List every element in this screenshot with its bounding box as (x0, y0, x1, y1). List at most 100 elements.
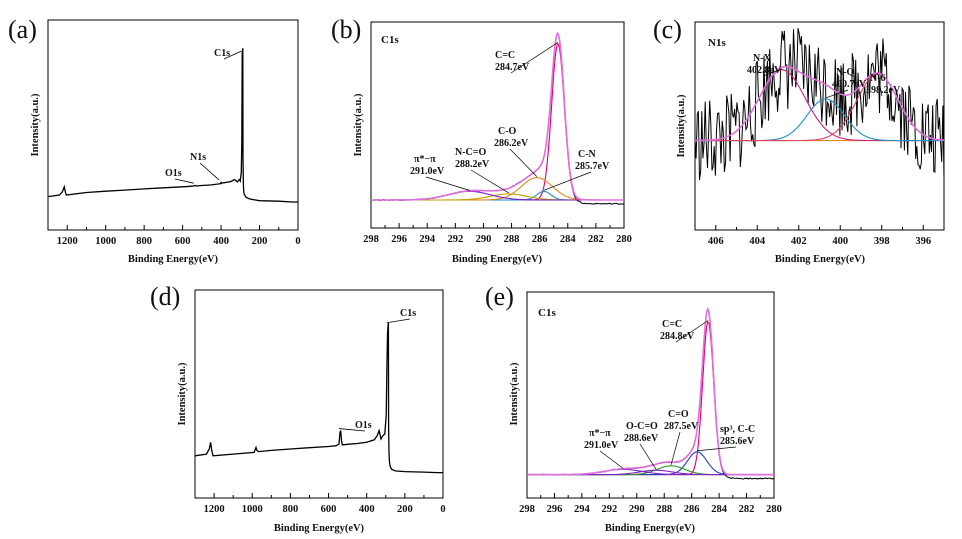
fit-curves (694, 28, 945, 181)
x-ticks: 298 296 294 292 290 288 286 284 282 280 (519, 493, 782, 515)
peak-pointer-line (877, 72, 883, 97)
peak-label-n-q: N-Q (836, 67, 855, 78)
x-tick-label: 0 (440, 504, 445, 515)
peak-value-n-q: 400.7eV (832, 79, 867, 90)
x-axis-title: Binding Energy(eV) (128, 254, 219, 265)
peak-label-c-c: C=C (662, 319, 682, 330)
annotation-arrow-n1s (199, 162, 220, 181)
x-tick-label: 286 (684, 504, 700, 515)
peak-label-pi: π*−π (414, 154, 436, 165)
peak-pointer-line (762, 68, 783, 77)
peak-value-c-c: 284.7eV (495, 62, 530, 73)
panel-d: 1200 1000 800 600 400 200 0 Binding Energy(eV)… (177, 289, 446, 534)
annotation-o1s: O1s (355, 420, 372, 431)
x-tick-label: 1200 (204, 504, 225, 515)
x-tick-label: 290 (629, 504, 645, 515)
x-tick-label: 282 (739, 504, 755, 515)
x-tick-label: 200 (252, 236, 268, 247)
peak-label-sp3: sp³, C-C (720, 424, 755, 435)
peak-pointer-line (470, 169, 509, 194)
peak-value-n-c-o: 288.2eV (455, 159, 490, 170)
peak-value-pi: 291.0eV (584, 440, 619, 451)
peak-pointer-line (543, 171, 592, 191)
x-tick-label: 0 (295, 236, 300, 247)
peak-pointer-line (509, 148, 538, 177)
annotation-arrow-c1s (223, 50, 242, 60)
x-tick-label: 292 (447, 234, 463, 245)
peak-label-o-c-o: O-C=O (626, 421, 658, 432)
peak-label-n-x: N-X (753, 53, 772, 64)
x-tick-label: 396 (915, 236, 931, 247)
y-axis-title: Intensity(a.u.) (676, 94, 687, 158)
peak-label-c-c: C=C (495, 50, 515, 61)
fit-peak-c-c (527, 320, 774, 476)
panel-label-d: (d) (150, 282, 180, 311)
panel-label-a: (a) (8, 15, 37, 44)
peak-value-c-o: 286.2eV (494, 138, 529, 149)
peak-value-n-x: 402.8eV (747, 65, 782, 76)
annotation-c1s: C1s (214, 48, 230, 59)
x-tick-label: 1000 (95, 236, 116, 247)
spectrum-title: C1s (538, 307, 556, 319)
x-tick-label: 800 (283, 504, 299, 515)
peak-label-c-o: C=O (668, 409, 689, 420)
x-tick-label: 298 (519, 504, 535, 515)
panel-a: 1200 1000 800 600 400 200 0 Binding Energy(eV)… (30, 19, 301, 265)
x-tick-label: 280 (766, 504, 782, 515)
x-tick-label: 200 (397, 504, 413, 515)
x-tick-label: 284 (560, 234, 577, 245)
annotation-o1s: O1s (165, 168, 182, 179)
x-tick-label: 294 (419, 234, 436, 245)
x-tick-label: 600 (175, 236, 191, 247)
peak-label-c-o: C-O (498, 126, 517, 137)
x-tick-label: 400 (213, 236, 229, 247)
spectrum-title: C1s (381, 34, 399, 46)
raw-spectrum-line (694, 28, 945, 181)
peak-value-c-n: 285.7eV (575, 161, 610, 172)
peak-label-c-n: C-N (578, 149, 597, 160)
raw-spectrum-line (526, 308, 775, 480)
x-tick-label: 600 (321, 504, 337, 515)
fit-curves (526, 306, 775, 480)
peak-pointer-line (599, 450, 624, 469)
peak-value-c-o: 287.5eV (664, 421, 699, 432)
x-tick-label: 296 (547, 504, 563, 515)
x-tick-label: 296 (391, 234, 407, 245)
panel-c: N1s 406 404 402 400 398 396 Binding Energy(eV… (676, 21, 945, 265)
x-tick-label: 290 (476, 234, 492, 245)
x-axis-title: Binding Energy(eV) (274, 523, 365, 534)
x-ticks: 298 296 294 292 290 288 286 284 282 280 (363, 223, 632, 245)
y-axis-title: Intensity(a.u.) (353, 93, 364, 157)
fit-peak-sp3-c-c (527, 451, 774, 476)
peak-pointer-line (675, 320, 709, 343)
x-tick-label: 1200 (57, 236, 78, 247)
annotation-arrow-o1s (174, 178, 194, 184)
annotation-arrow-o1s (338, 428, 366, 432)
panel-label-e: (e) (485, 282, 514, 311)
panel-label-c: (c) (653, 15, 682, 44)
plot-frame (194, 289, 444, 499)
y-axis-title: Intensity(a.u.) (177, 362, 188, 426)
peak-pointer-line (425, 176, 470, 191)
x-tick-label: 294 (574, 504, 591, 515)
panel-label-b: (b) (331, 15, 361, 44)
fit-envelope-line (527, 306, 774, 476)
y-axis-title: Intensity(a.u.) (30, 93, 41, 157)
x-tick-label: 286 (532, 234, 548, 245)
x-axis-title: Binding Energy(eV) (452, 254, 543, 265)
peak-pointer-line (697, 446, 737, 452)
x-tick-label: 800 (136, 236, 152, 247)
x-tick-label: 288 (656, 504, 672, 515)
fit-envelope-line (695, 65, 945, 142)
x-tick-label: 398 (874, 236, 890, 247)
peak-label-n-c-o: N-C=O (455, 147, 486, 158)
x-ticks: 1200 1000 800 600 400 200 0 (57, 225, 301, 247)
spectrum-title: N1s (708, 37, 726, 49)
peak-pointer-line (510, 42, 559, 74)
annotation-c1s: C1s (400, 308, 416, 319)
peak-pointer-line (639, 443, 657, 470)
peak-value-o-c-o: 288.6eV (624, 433, 659, 444)
peak-value-n-6: 398.2eV (866, 85, 901, 96)
peak-value-sp3: 285.6eV (720, 436, 755, 447)
